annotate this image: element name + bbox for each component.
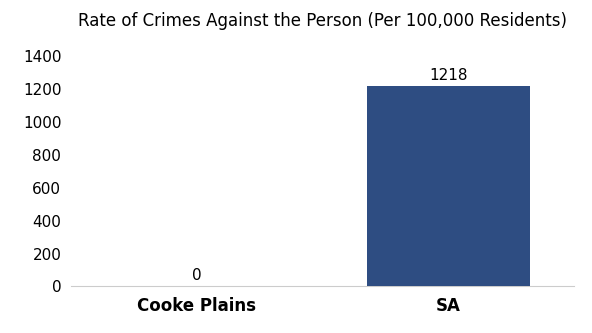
- Bar: [366, 86, 530, 286]
- Text: 0: 0: [192, 268, 202, 283]
- Text: 1218: 1218: [429, 68, 468, 83]
- Title: Rate of Crimes Against the Person (Per 100,000 Residents): Rate of Crimes Against the Person (Per 1…: [78, 12, 567, 30]
